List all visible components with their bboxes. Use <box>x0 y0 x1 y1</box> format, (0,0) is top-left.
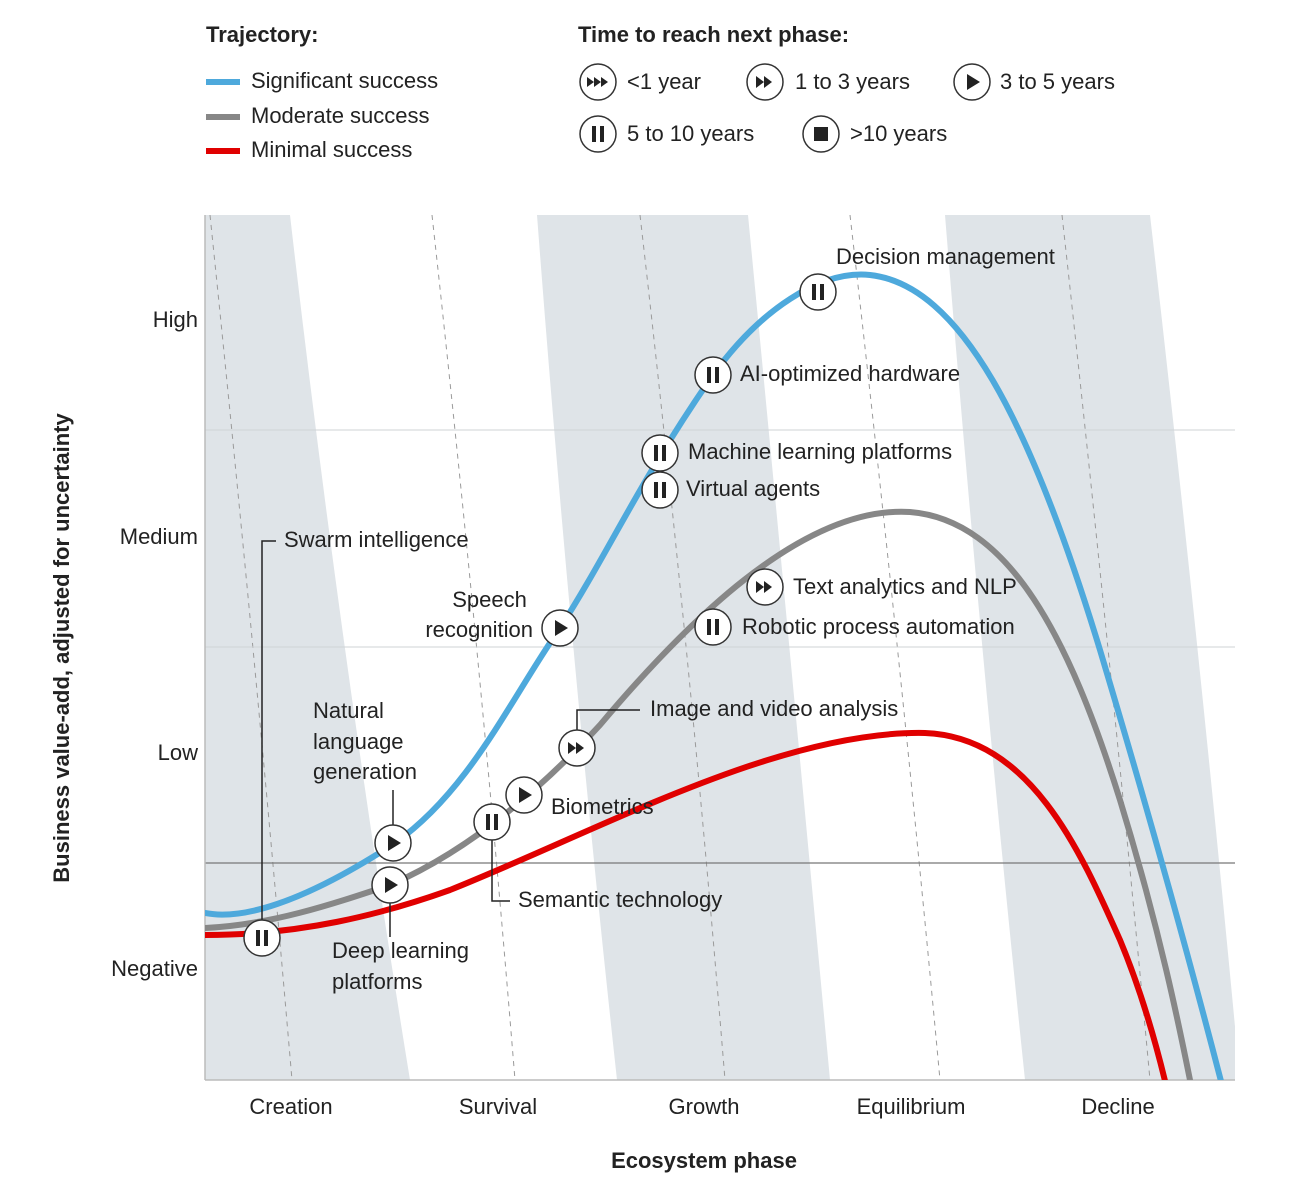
phase-icon <box>374 824 412 862</box>
x-category: Equilibrium <box>857 1094 966 1119</box>
phase-icon <box>746 63 784 101</box>
phase-icon <box>641 434 679 472</box>
phase-icon <box>243 919 281 957</box>
phase-icon <box>505 776 543 814</box>
phase-icon <box>541 609 579 647</box>
tech-label: Deep learning platforms <box>332 938 475 994</box>
connector <box>576 709 640 730</box>
y-category: High <box>153 307 198 332</box>
tech-label: AI-optimized hardware <box>740 361 960 386</box>
legend-title: Trajectory: <box>206 22 319 47</box>
curve-significant <box>205 271 1224 1080</box>
x-category: Decline <box>1081 1094 1154 1119</box>
phase-icon <box>473 803 511 841</box>
tech-label-line: Deep learning <box>332 938 469 963</box>
phase-icon <box>558 729 596 767</box>
legend-label: <1 year <box>627 69 701 94</box>
tech-label: Decision management <box>836 244 1055 269</box>
phase-icon <box>579 63 617 101</box>
legend-label: >10 years <box>850 121 947 146</box>
x-category: Creation <box>249 1094 332 1119</box>
connector <box>261 540 276 920</box>
phase-icon <box>694 608 732 646</box>
tech-label: Biometrics <box>551 794 654 819</box>
tech-label: Text analytics and NLP <box>793 574 1017 599</box>
tech-label: Semantic technology <box>518 887 722 912</box>
y-category: Medium <box>120 524 198 549</box>
phase-icon <box>746 568 784 606</box>
x-category: Survival <box>459 1094 537 1119</box>
x-axis-label: Ecosystem phase <box>611 1148 797 1173</box>
phase-icon <box>953 63 991 101</box>
legend-label: Moderate success <box>251 103 430 128</box>
tech-label-line: language <box>313 729 404 754</box>
phase-icon <box>799 273 837 311</box>
phase-icon <box>802 115 840 153</box>
tech-label-line: Natural <box>313 698 384 723</box>
y-category: Negative <box>111 956 198 981</box>
legend-label: 3 to 5 years <box>1000 69 1115 94</box>
phase-icon <box>371 866 409 904</box>
tech-label: Natural language generation <box>313 698 417 784</box>
y-category: Low <box>158 740 198 765</box>
tech-label-line: platforms <box>332 969 422 994</box>
legend-label: 1 to 3 years <box>795 69 910 94</box>
phase-icon <box>579 115 617 153</box>
tech-label-line: recognition <box>425 617 533 642</box>
tech-label-line: generation <box>313 759 417 784</box>
legend-title: Time to reach next phase: <box>578 22 849 47</box>
tech-label: Speech recognition <box>425 587 533 642</box>
legend-label: 5 to 10 years <box>627 121 754 146</box>
y-axis-label: Business value-add, adjusted for uncerta… <box>49 413 74 883</box>
phase-icon <box>641 471 679 509</box>
tech-label: Virtual agents <box>686 476 820 501</box>
tech-label: Image and video analysis <box>650 696 898 721</box>
tech-label: Machine learning platforms <box>688 439 952 464</box>
connector <box>491 840 510 902</box>
phase-icon <box>694 356 732 394</box>
x-category: Growth <box>669 1094 740 1119</box>
curve-minimal <box>205 729 1168 1080</box>
legend-label: Minimal success <box>251 137 412 162</box>
tech-label: Swarm intelligence <box>284 527 469 552</box>
tech-label: Robotic process automation <box>742 614 1015 639</box>
legend-label: Significant success <box>251 68 438 93</box>
tech-label-line: Speech <box>452 587 527 612</box>
